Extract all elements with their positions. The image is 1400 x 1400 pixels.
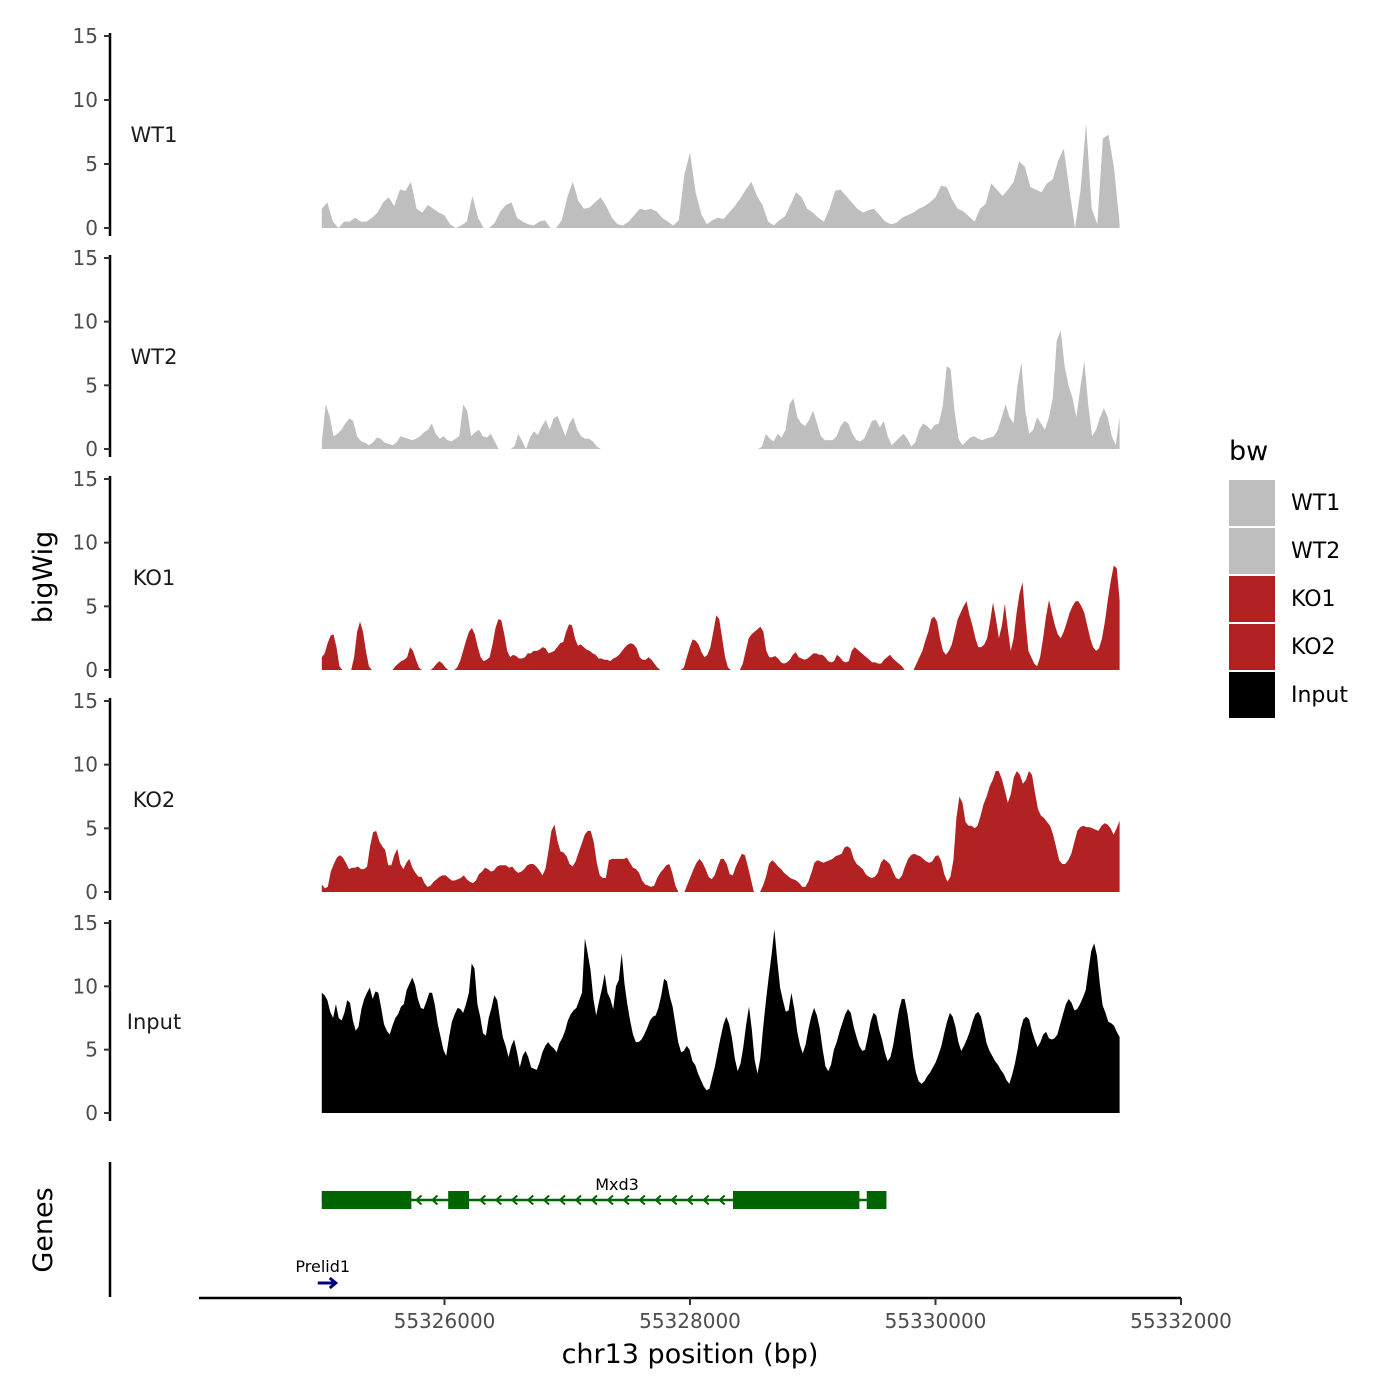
legend-title: bw [1229, 436, 1268, 467]
y-tick-label: 10 [73, 531, 98, 555]
genes-panel-title: Genes [28, 1187, 59, 1272]
strand-chevron [558, 1194, 566, 1206]
strand-chevron [654, 1194, 662, 1206]
y-tick-label: 5 [85, 152, 98, 176]
y-ticks-wt2: 0 5 10 15 [73, 246, 110, 461]
y-tick-label: 5 [85, 816, 98, 840]
exon-block [732, 1191, 860, 1209]
strand-chevron [590, 1194, 598, 1206]
track-label-ko2: KO2 [133, 788, 176, 812]
y-tick-label: 10 [73, 88, 98, 112]
y-tick-label: 10 [73, 310, 98, 334]
y-tick-label: 5 [85, 1038, 98, 1062]
legend-swatch [1229, 480, 1275, 526]
area-input [321, 929, 1120, 1113]
y-tick-label: 15 [73, 467, 98, 491]
y-tick-label: 15 [73, 24, 98, 48]
y-tick-label: 5 [85, 373, 98, 397]
track-label-wt1: WT1 [131, 123, 178, 147]
x-tick-label: 55330000 [885, 1309, 987, 1333]
y-tick-label: 10 [73, 974, 98, 998]
y-tick-label: 0 [85, 216, 98, 240]
strand-chevron [686, 1194, 694, 1206]
gene-prelid1-arrow [317, 1276, 339, 1290]
strand-chevron [494, 1194, 502, 1206]
y-tick-label: 0 [85, 1101, 98, 1125]
legend-swatch [1229, 528, 1275, 574]
track-label-ko1: KO1 [133, 566, 176, 590]
x-axis-ticks: 55326000 55328000 55330000 55332000 [394, 1298, 1232, 1333]
y-ticks-ko2: 0 5 10 15 [73, 689, 110, 904]
y-tick-label: 5 [85, 594, 98, 618]
track-label-wt2: WT2 [131, 345, 178, 369]
y-tick-label: 0 [85, 880, 98, 904]
y-tick-label: 15 [73, 689, 98, 713]
exon-block [448, 1191, 470, 1209]
gene-mxd3: Mxd3 [321, 1175, 887, 1209]
gene-label-mxd3: Mxd3 [595, 1175, 639, 1194]
strand-chevron [702, 1194, 710, 1206]
legend-label: KO2 [1291, 635, 1336, 660]
legend-items: WT1 WT2 KO1 KO2 Input [1229, 480, 1348, 718]
track-panel-input: 0 5 10 15 Input [73, 911, 1120, 1125]
gene-mxd3-exons [321, 1191, 887, 1209]
genes-panel: Genes Mxd3 Prelid1 [28, 1162, 887, 1297]
strand-chevron [415, 1194, 423, 1206]
legend-label: Input [1291, 683, 1348, 708]
y-tick-label: 0 [85, 658, 98, 682]
x-tick-label: 55332000 [1130, 1309, 1232, 1333]
legend-swatch [1229, 672, 1275, 718]
track-panel-ko2: 0 5 10 15 KO2 [73, 689, 1120, 904]
x-tick-label: 55326000 [394, 1309, 496, 1333]
strand-chevron [574, 1194, 582, 1206]
y-axis-title: bigWig [28, 531, 59, 624]
area-ko2 [321, 771, 1120, 892]
strand-chevron [478, 1194, 486, 1206]
y-ticks-input: 0 5 10 15 [73, 911, 110, 1125]
track-panel-wt1: 0 5 10 15 WT1 [73, 24, 1120, 240]
gene-mxd3-strand-arrows [415, 1194, 726, 1206]
strand-chevron [718, 1194, 726, 1206]
y-ticks-ko1: 0 5 10 15 [73, 467, 110, 682]
exon-block [866, 1191, 887, 1209]
area-wt1 [321, 123, 1120, 228]
track-panel-ko1: 0 5 10 15 KO1 [73, 467, 1120, 682]
x-axis: 55326000 55328000 55330000 55332000 chr13 p… [199, 1296, 1232, 1370]
strand-chevron [670, 1194, 678, 1206]
exon-block [321, 1191, 412, 1209]
legend-label: WT1 [1291, 491, 1340, 516]
gene-prelid1: Prelid1 [295, 1257, 350, 1290]
strand-chevron [542, 1194, 550, 1206]
area-ko1 [321, 565, 1120, 670]
y-tick-label: 0 [85, 437, 98, 461]
area-wt2 [321, 330, 1120, 449]
y-ticks-wt1: 0 5 10 15 [73, 24, 110, 240]
strand-chevron [526, 1194, 534, 1206]
legend-label: WT2 [1291, 539, 1340, 564]
y-tick-label: 15 [73, 246, 98, 270]
legend-label: KO1 [1291, 587, 1336, 612]
track-label-input: Input [127, 1010, 181, 1034]
legend: bw WT1 WT2 KO1 KO2 Input [1229, 436, 1348, 718]
y-tick-label: 15 [73, 911, 98, 935]
strand-chevron [638, 1194, 646, 1206]
strand-chevron [606, 1194, 614, 1206]
x-axis-title: chr13 position (bp) [562, 1339, 819, 1370]
track-panel-wt2: 0 5 10 15 WT2 [73, 246, 1120, 461]
y-tick-label: 10 [73, 753, 98, 777]
x-tick-label: 55328000 [639, 1309, 741, 1333]
strand-chevron [430, 1194, 439, 1206]
legend-swatch [1229, 576, 1275, 622]
legend-swatch [1229, 624, 1275, 670]
strand-chevron [510, 1194, 518, 1206]
gene-label-prelid1: Prelid1 [295, 1257, 350, 1276]
strand-chevron [622, 1194, 630, 1206]
